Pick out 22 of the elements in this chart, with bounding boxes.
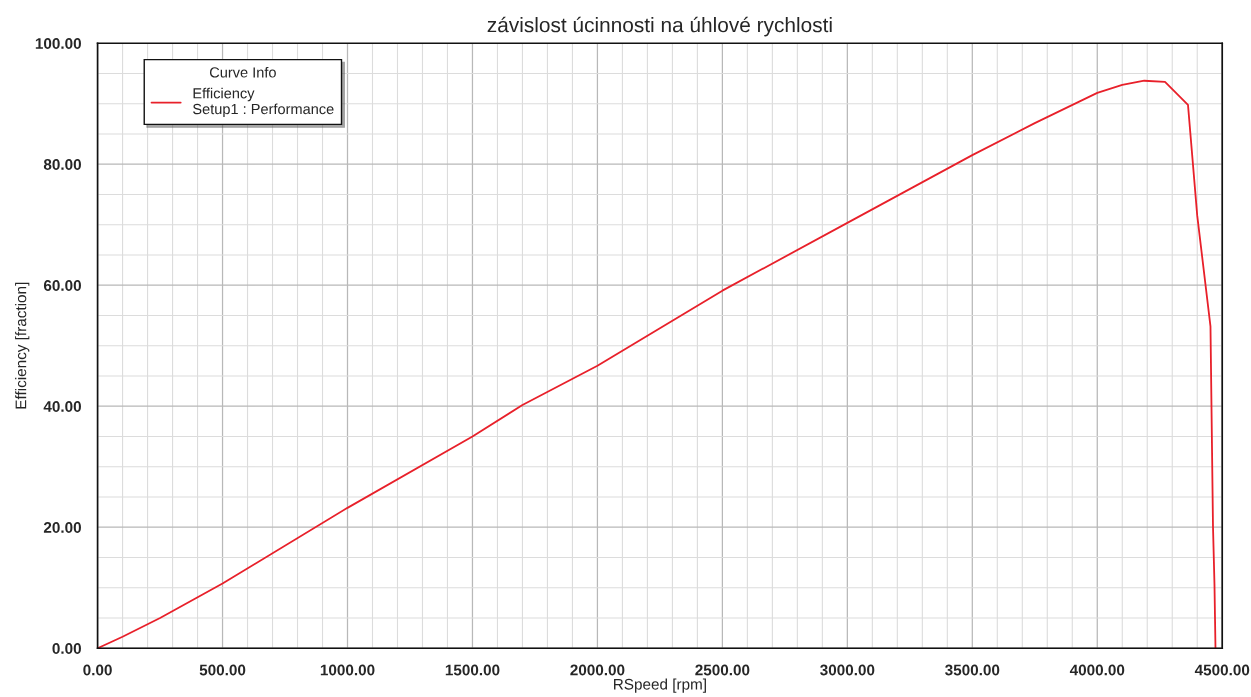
x-tick-label: 3500.00 xyxy=(945,664,1000,676)
y-tick-label: 20.00 xyxy=(43,522,81,533)
y-tick-label: 80.00 xyxy=(43,159,81,170)
y-tick-label: 60.00 xyxy=(43,280,81,291)
x-tick-label: 0.00 xyxy=(83,664,112,676)
x-tick-label: 4000.00 xyxy=(1069,664,1125,676)
x-tick-label: 4500.00 xyxy=(1194,664,1250,676)
legend-title: Curve Info xyxy=(209,66,276,78)
line-series xyxy=(97,79,1217,649)
y-tick-label: 0.00 xyxy=(52,643,81,654)
x-tick-label: 2000.00 xyxy=(570,664,625,676)
x-tick-label: 2500.00 xyxy=(695,664,750,676)
y-axis-title: Efficiency [fraction] xyxy=(15,282,30,409)
chart-title: závislost úcinnosti na úhlové rychlosti xyxy=(487,16,832,37)
x-tick-label: 3000.00 xyxy=(820,664,875,676)
x-tick-label: 1000.00 xyxy=(320,664,375,676)
x-tick-label: 1500.00 xyxy=(445,664,500,676)
y-tick-label: 40.00 xyxy=(43,401,81,412)
x-tick-label: 500.00 xyxy=(199,664,246,676)
legend-label: Efficiency Setup1 : Performance xyxy=(193,87,334,118)
x-axis-title: RSpeed [rpm] xyxy=(614,678,706,693)
y-tick-label: 100.00 xyxy=(35,38,81,49)
